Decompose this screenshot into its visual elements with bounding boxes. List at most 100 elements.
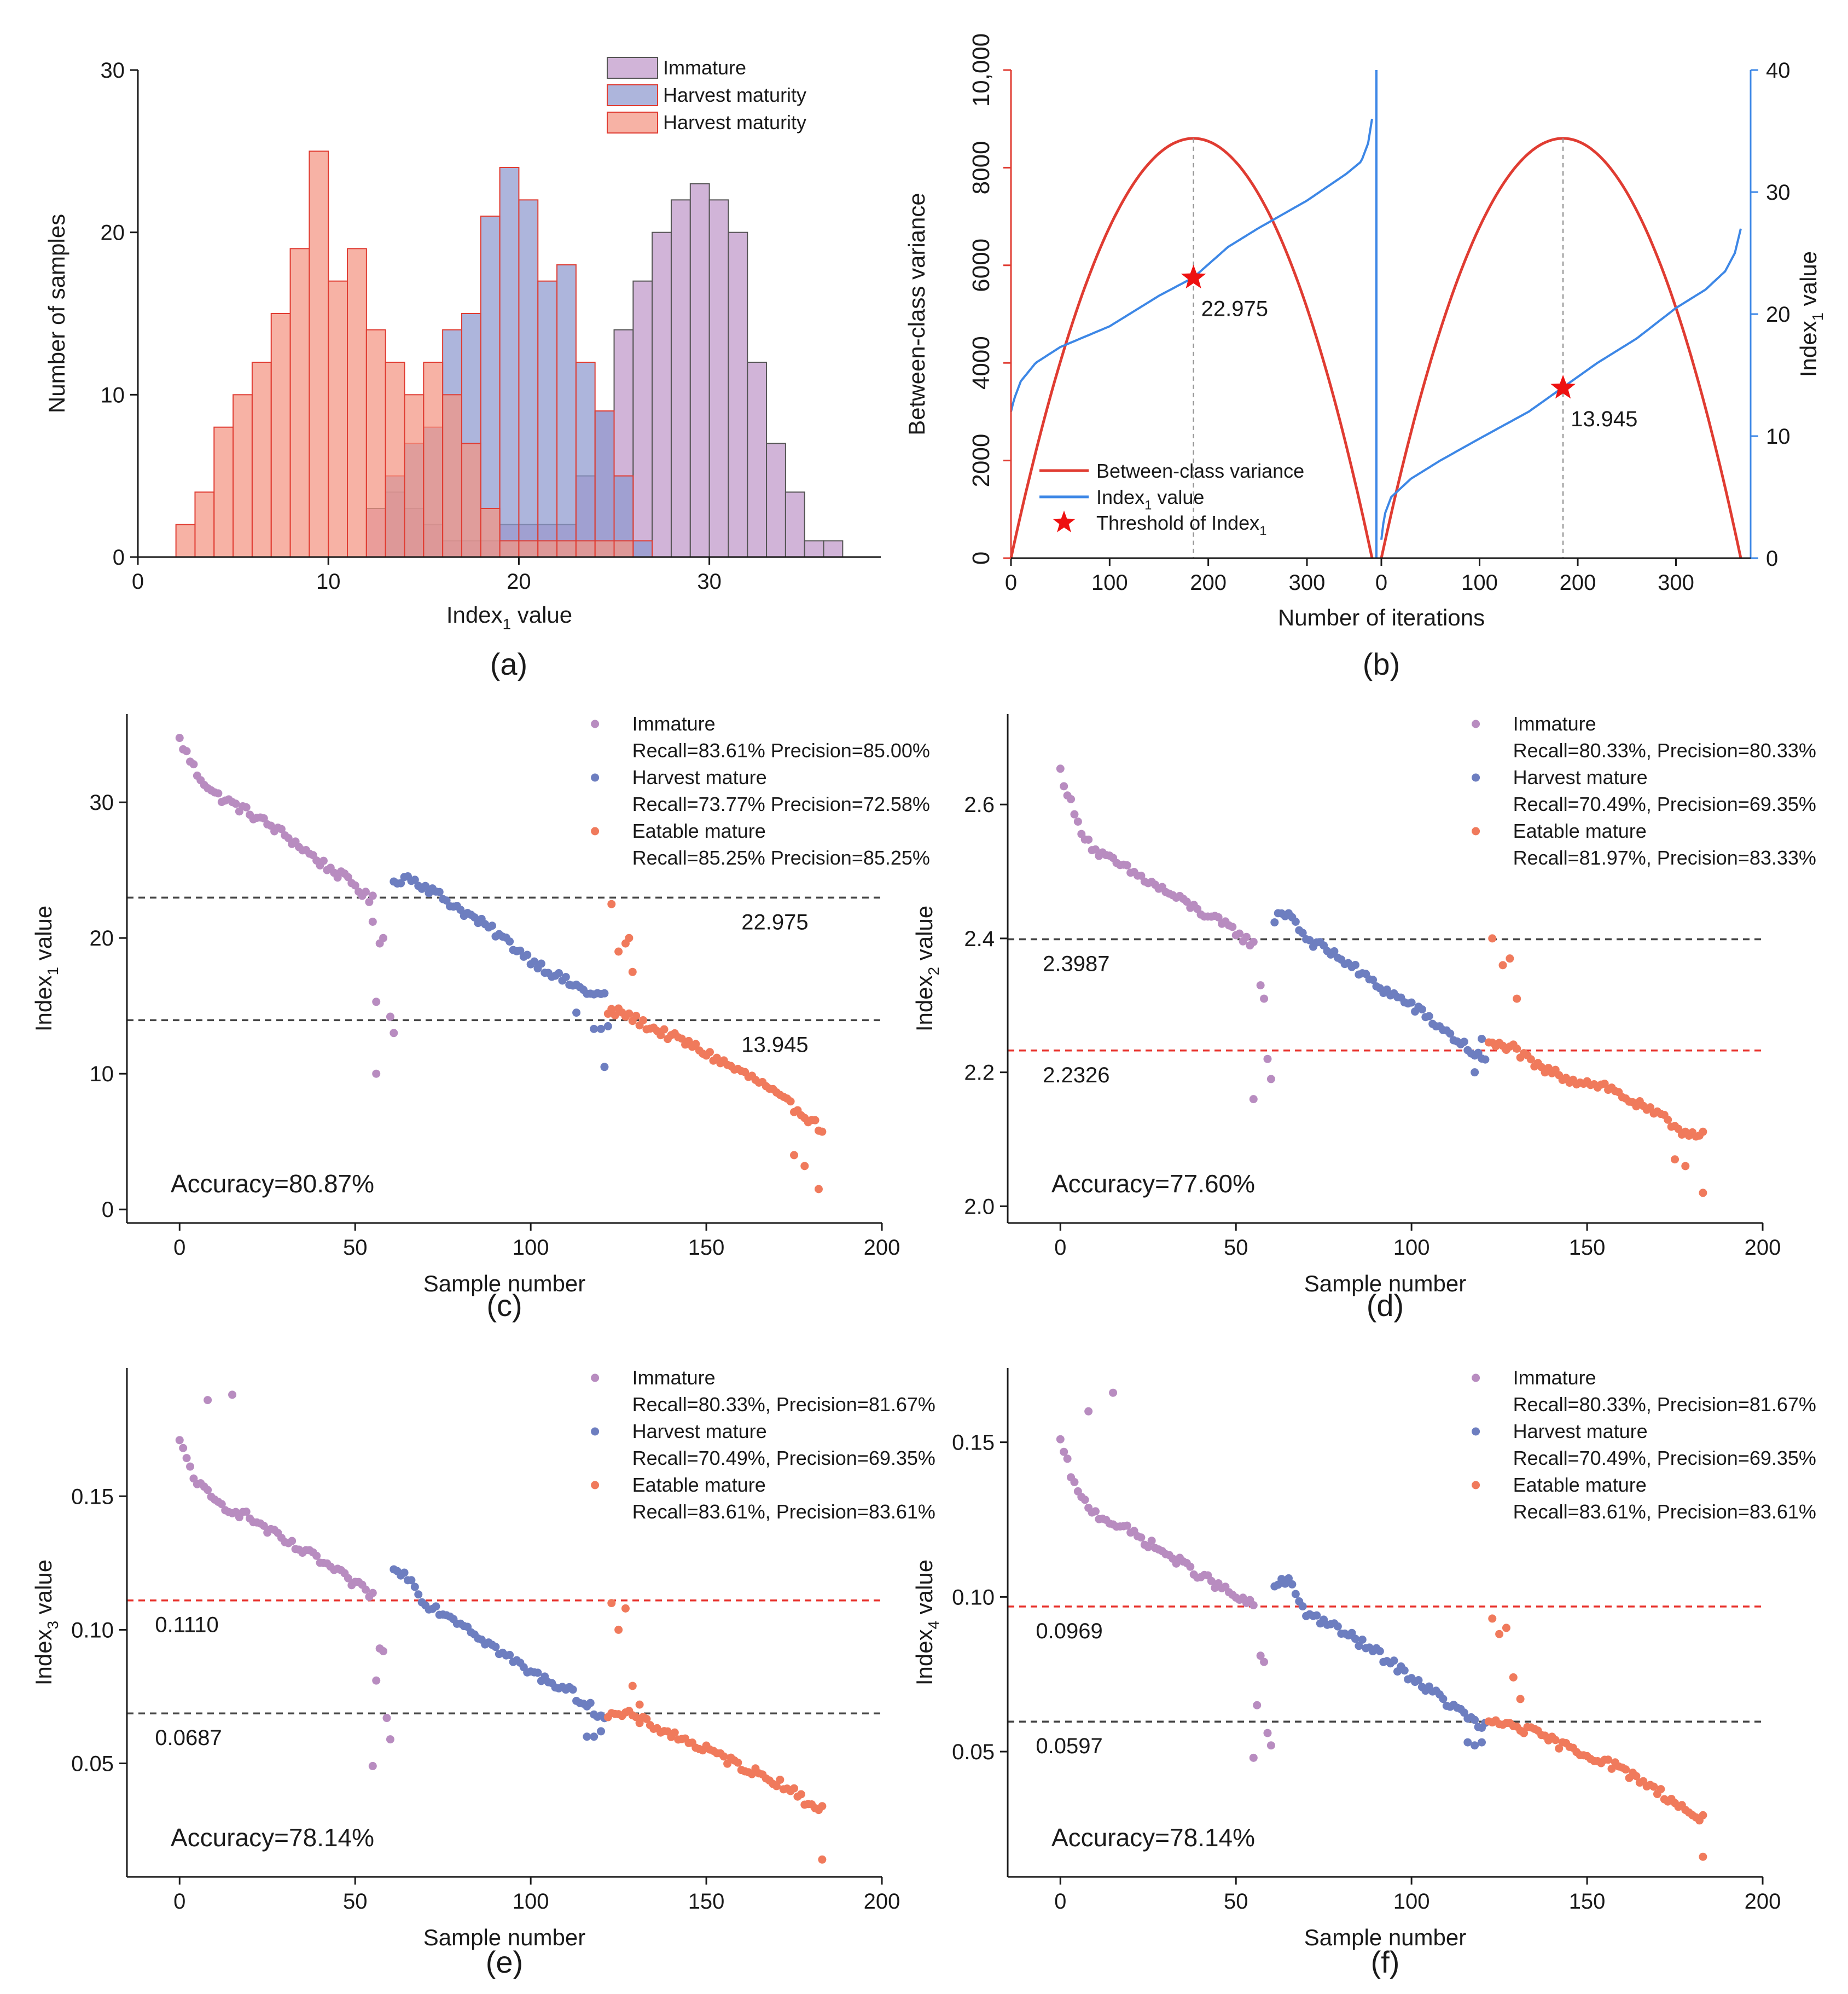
threshold-label: 13.945 — [741, 1033, 808, 1057]
x-tick-label: 50 — [343, 1236, 368, 1260]
immature-point — [368, 1761, 377, 1770]
eatable-point — [614, 947, 623, 956]
eatable-point — [705, 1048, 714, 1057]
harvest-point — [597, 1727, 606, 1736]
x-axis-label: Sample number — [1304, 1925, 1466, 1950]
variance-line — [1380, 137, 1742, 559]
legend-metrics: Recall=83.61% Precision=85.00% — [632, 739, 930, 762]
bar — [213, 426, 234, 558]
bar — [575, 540, 596, 558]
y-axis-label: Index4 value — [911, 1560, 942, 1685]
threshold-label: 22.975 — [741, 910, 808, 934]
immature-point — [386, 1012, 394, 1021]
panel-label: (f) — [1371, 1945, 1400, 1979]
immature-point — [379, 1647, 388, 1655]
harvest-point — [1270, 918, 1279, 927]
x-tick-label: 0 — [173, 1236, 185, 1260]
x-tick-label: 50 — [343, 1889, 368, 1914]
immature-point — [1144, 1543, 1153, 1551]
legend-marker — [591, 720, 600, 728]
x-tick-label: 100 — [1461, 571, 1498, 595]
legend-label: Harvest maturity — [663, 84, 806, 106]
immature-point — [1084, 835, 1093, 844]
harvest-point — [568, 1685, 577, 1694]
legend: Immature Recall=80.33%, Precision=80.33% H… — [1472, 712, 1816, 869]
legend-name: Immature — [632, 1366, 716, 1389]
harvest-point — [1425, 1012, 1433, 1021]
bar — [689, 183, 710, 558]
x-tick-label: 100 — [513, 1889, 549, 1914]
x-tick-label: 0 — [132, 570, 144, 594]
right-tick-label: 30 — [1766, 181, 1791, 205]
harvest-point — [530, 957, 539, 966]
y-tick-label: 0 — [113, 546, 125, 570]
immature-point — [1123, 861, 1131, 870]
bar — [632, 280, 653, 558]
x-tick-label: 0 — [1054, 1889, 1066, 1914]
legend-marker — [1472, 1373, 1480, 1382]
legend-star — [1053, 511, 1076, 532]
bar — [575, 362, 596, 558]
immature-point — [259, 1521, 268, 1530]
bar — [309, 150, 329, 558]
immature-point — [1249, 1753, 1258, 1762]
threshold-label: 0.0969 — [1036, 1619, 1102, 1643]
immature-point — [372, 1069, 381, 1078]
variance-line — [1009, 137, 1374, 559]
legend-metrics: Recall=73.77% Precision=72.58% — [632, 793, 930, 815]
eatable-point — [786, 1097, 795, 1106]
x-tick-label: 150 — [1569, 1236, 1606, 1260]
eatable-point — [607, 1599, 616, 1608]
harvest-point — [1460, 1708, 1468, 1717]
x-axis-label: Number of iterations — [1278, 605, 1485, 630]
harvest-point — [603, 1022, 612, 1030]
eatable-point — [797, 1790, 805, 1799]
immature-point — [186, 1462, 195, 1471]
harvest-point — [432, 1602, 440, 1611]
legend-name: Harvest mature — [1513, 766, 1648, 789]
immature-point — [319, 856, 328, 865]
immature-point — [361, 1585, 370, 1594]
eatable-point — [632, 1011, 641, 1020]
legend-name: Immature — [1513, 712, 1596, 735]
eatable-point — [691, 1040, 700, 1048]
harvest-point — [1288, 1580, 1297, 1589]
harvest-point — [554, 969, 563, 977]
eatable-point — [1516, 1695, 1525, 1703]
immature-point — [242, 1508, 251, 1516]
harvest-point — [523, 950, 532, 959]
eatable-point — [1699, 1852, 1707, 1861]
left-tick-label: 6000 — [968, 239, 995, 292]
right-tick-label: 40 — [1766, 59, 1791, 83]
harvest-point — [1471, 1741, 1479, 1750]
eatable-point — [1671, 1155, 1680, 1164]
eatable-point — [628, 1682, 637, 1690]
bar — [594, 410, 615, 558]
x-tick-label: 150 — [1569, 1889, 1606, 1914]
harvest-point — [1407, 998, 1416, 1007]
left-axis-label: Between-class variance — [904, 193, 929, 436]
bar — [708, 199, 729, 558]
immature-point — [1242, 932, 1251, 941]
harvest-point — [516, 946, 525, 955]
panel-label: (e) — [486, 1945, 523, 1979]
legend-metrics: Recall=85.25% Precision=85.25% — [632, 847, 930, 869]
immature-point — [1256, 1651, 1265, 1660]
immature-point — [344, 1574, 352, 1583]
immature-point — [1182, 897, 1191, 906]
threshold-label: 0.0687 — [155, 1726, 222, 1750]
immature-point — [204, 1396, 212, 1405]
legend-name: Eatable mature — [1513, 820, 1647, 842]
eatable-point — [719, 1752, 728, 1761]
legend: Immature Recall=83.61% Precision=85.00% Ha… — [591, 712, 930, 869]
eatable-point — [677, 1034, 686, 1043]
immature-point — [344, 873, 352, 882]
immature-point — [365, 897, 374, 906]
y-tick-label: 0.15 — [952, 1431, 995, 1455]
accuracy-text: Accuracy=78.14% — [171, 1823, 374, 1852]
threshold-star — [1550, 375, 1576, 399]
harvest-point — [1390, 1656, 1398, 1665]
y-tick-label: 2.4 — [964, 927, 995, 951]
left-tick-label: 2000 — [968, 434, 995, 488]
harvest-point — [1375, 1647, 1384, 1655]
